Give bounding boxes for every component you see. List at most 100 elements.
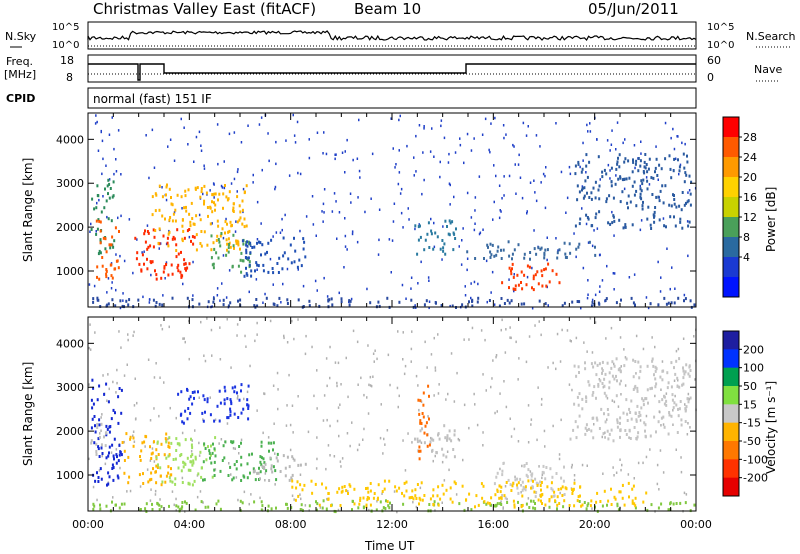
y-tick-label: 4000	[56, 133, 84, 146]
echo-mark	[496, 488, 499, 492]
echo-mark	[121, 304, 124, 308]
scatter-mark	[154, 493, 157, 496]
echo-mark	[445, 488, 448, 492]
echo-mark	[616, 162, 619, 166]
echo-mark	[365, 503, 368, 507]
echo-mark	[293, 260, 296, 264]
echo-mark	[116, 259, 119, 263]
colorbar-swatch	[723, 137, 739, 158]
echo-mark	[366, 486, 369, 490]
echo-mark	[164, 437, 167, 441]
echo-mark	[192, 242, 195, 246]
echo-mark	[403, 494, 406, 498]
echo-mark	[167, 471, 170, 475]
echo-mark	[202, 478, 204, 482]
velocity-colorbar-label: Velocity [m s⁻¹]	[764, 381, 778, 474]
echo-mark	[213, 419, 216, 423]
echo-mark	[105, 504, 108, 508]
echo-mark	[654, 365, 657, 369]
scatter-mark	[323, 211, 325, 214]
echo-mark	[284, 474, 287, 478]
scatter-mark	[529, 181, 532, 184]
echo-mark	[340, 300, 343, 304]
echo-mark	[501, 473, 504, 477]
echo-mark	[508, 266, 511, 270]
echo-mark	[501, 469, 504, 473]
echo-mark	[358, 502, 361, 506]
scatter-mark	[340, 383, 342, 386]
echo-mark	[252, 470, 255, 474]
echo-mark	[256, 304, 259, 308]
scatter-mark	[162, 294, 164, 297]
scatter-mark	[99, 432, 101, 435]
colorbar-swatch	[723, 217, 739, 238]
echo-mark	[427, 384, 430, 388]
echo-mark	[232, 244, 235, 248]
echo-mark	[166, 241, 169, 245]
echo-mark	[591, 393, 594, 397]
echo-mark	[211, 475, 214, 479]
colorbar-tick-label: 4	[743, 251, 750, 264]
scatter-mark	[277, 388, 279, 391]
echo-mark	[161, 214, 164, 218]
echo-mark	[634, 412, 637, 415]
echo-mark	[502, 462, 505, 465]
echo-mark	[568, 504, 571, 507]
scatter-mark	[108, 133, 111, 136]
echo-mark	[627, 194, 630, 198]
echo-mark	[267, 270, 270, 274]
scatter-mark	[500, 500, 502, 503]
echo-mark	[673, 301, 676, 305]
echo-mark	[626, 412, 629, 416]
scatter-mark	[582, 141, 584, 145]
echo-mark	[115, 461, 118, 465]
echo-mark	[174, 457, 177, 461]
echo-mark	[106, 483, 108, 487]
echo-mark	[618, 165, 621, 169]
scatter-mark	[651, 336, 653, 339]
echo-mark	[644, 153, 647, 156]
scatter-mark	[95, 230, 97, 233]
scatter-mark	[159, 376, 161, 379]
echo-mark	[155, 301, 158, 304]
echo-mark	[146, 247, 149, 251]
echo-mark	[562, 479, 565, 483]
scatter-mark	[190, 450, 193, 453]
echo-mark	[654, 377, 657, 381]
echo-mark	[637, 169, 640, 173]
scatter-mark	[254, 339, 256, 343]
echo-mark	[110, 417, 113, 421]
scatter-mark	[117, 216, 119, 220]
echo-mark	[513, 503, 516, 507]
colorbar-swatch	[723, 367, 739, 387]
echo-mark	[232, 208, 235, 212]
scatter-mark	[565, 211, 567, 214]
echo-mark	[151, 260, 154, 264]
echo-mark	[583, 186, 586, 190]
scatter-mark	[397, 182, 400, 186]
scatter-mark	[264, 292, 266, 296]
echo-mark	[141, 441, 144, 445]
scatter-mark	[378, 238, 380, 242]
echo-mark	[435, 451, 438, 454]
echo-mark	[217, 238, 220, 241]
echo-mark	[214, 203, 217, 207]
echo-mark	[529, 257, 531, 261]
echo-mark	[223, 398, 226, 402]
echo-mark	[92, 507, 95, 511]
echo-mark	[206, 206, 209, 209]
scatter-mark	[649, 448, 651, 451]
echo-mark	[573, 504, 576, 508]
scatter-mark	[478, 232, 481, 236]
scatter-mark	[161, 327, 164, 331]
echo-mark	[169, 216, 172, 219]
echo-mark	[154, 269, 156, 273]
echo-mark	[183, 258, 186, 262]
echo-mark	[183, 206, 186, 210]
echo-mark	[643, 421, 646, 425]
scatter-mark	[521, 196, 524, 200]
echo-mark	[373, 492, 376, 495]
echo-mark	[155, 273, 158, 277]
echo-mark	[483, 500, 486, 504]
echo-mark	[218, 389, 221, 393]
